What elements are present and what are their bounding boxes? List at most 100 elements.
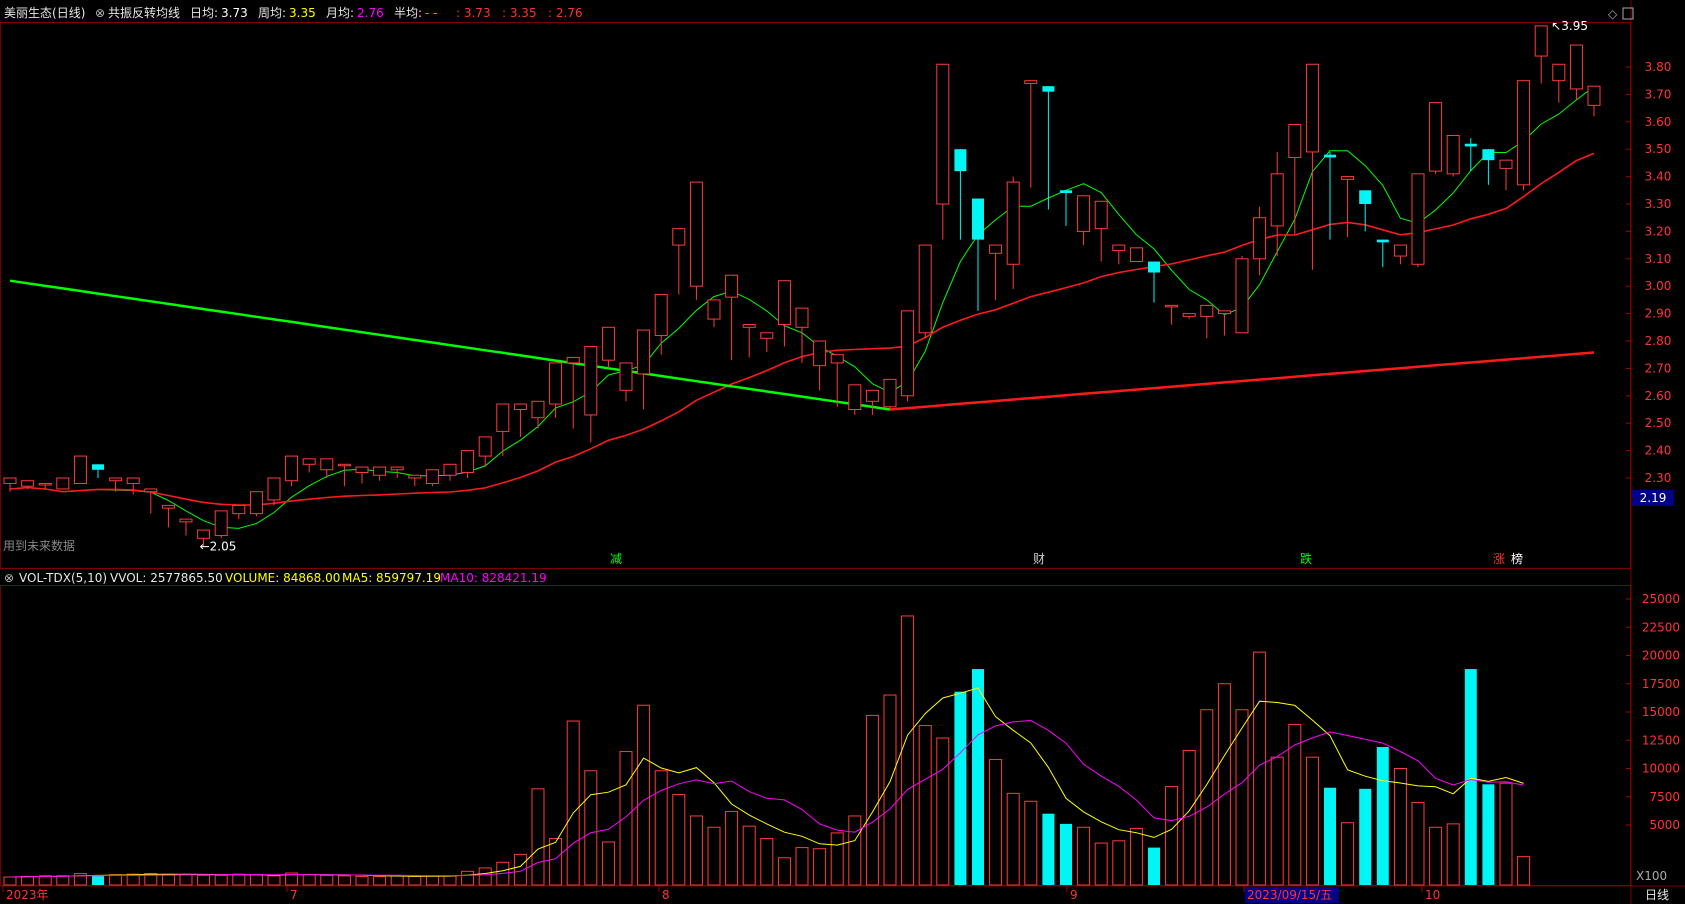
volume-settings-icon[interactable]: ⊗ <box>4 571 14 585</box>
candle-68 <box>1200 304 1214 339</box>
candle-69 <box>1217 310 1231 336</box>
volume-bar-80 <box>1411 801 1425 886</box>
volume-bar-56 <box>989 758 1003 886</box>
candle-56 <box>989 244 1003 300</box>
candle-22 <box>390 466 404 478</box>
period-button[interactable]: 日线 <box>1645 888 1669 902</box>
candle-4 <box>73 455 87 484</box>
candle-39 <box>689 181 703 300</box>
volume-bar-57 <box>1006 792 1020 886</box>
price-axis: 3.80 3.70 3.60 3.50 3.40 3.30 3.20 3.10 3.00 2.90… <box>1626 60 1671 485</box>
volume-bar-65 <box>1148 847 1160 885</box>
candle-77 <box>1359 190 1372 232</box>
candle-28 <box>496 403 510 457</box>
candle-75 <box>1324 151 1336 240</box>
indicator-settings-icon[interactable]: ⊗ <box>95 6 105 20</box>
candle-30 <box>531 400 545 429</box>
volume-bar-6 <box>109 874 123 886</box>
volume-tick-label-0: 25000 <box>1642 592 1680 606</box>
volume-tick-label-4: 15000 <box>1642 705 1680 719</box>
date-label-0: 2023年 <box>6 888 49 902</box>
header-extra-0: : 3.73 <box>456 6 491 20</box>
volume-bar-19 <box>337 875 351 886</box>
candle-48 <box>848 384 862 415</box>
volume-bar-74 <box>1305 756 1319 886</box>
event-label-0[interactable]: 减 <box>610 552 622 566</box>
volume-bar-66 <box>1165 786 1179 886</box>
volume-bar-45 <box>795 847 809 886</box>
volume-bar-23 <box>408 875 422 886</box>
candle-43 <box>760 332 774 352</box>
volume-bar-49 <box>865 714 879 886</box>
price-tick-label-7: 3.10 <box>1645 252 1672 266</box>
candle-36 <box>637 329 651 410</box>
candle-23 <box>408 474 422 487</box>
candle-34 <box>601 326 615 369</box>
volume-bar-84 <box>1482 784 1495 885</box>
toggle-icon[interactable]: ◇ <box>1608 7 1618 21</box>
volume-bar-64 <box>1129 827 1143 886</box>
candle-64 <box>1129 247 1143 263</box>
volume-bar-50 <box>883 694 897 886</box>
volume-bar-13 <box>232 873 246 886</box>
volume-bar-72 <box>1270 756 1284 886</box>
volume-bar-34 <box>601 841 615 886</box>
candle-3 <box>56 477 70 490</box>
volume-bar-51 <box>901 615 915 886</box>
candle-16 <box>285 455 299 487</box>
volume-bar-8 <box>144 873 158 886</box>
candle-27 <box>478 436 492 468</box>
candle-81 <box>1429 102 1443 174</box>
candle-86 <box>1517 80 1531 191</box>
price-tick-label-1: 3.70 <box>1645 87 1672 101</box>
volume-bar-3 <box>56 875 70 886</box>
volume-bar-27 <box>478 867 492 886</box>
candle-72 <box>1270 151 1284 257</box>
candle-46 <box>813 340 827 391</box>
price-tick-label-9: 2.90 <box>1645 307 1672 321</box>
volume-bar-54 <box>954 691 967 885</box>
window-icon[interactable] <box>1622 7 1634 20</box>
price-tick-label-10: 2.80 <box>1645 334 1672 348</box>
candle-24 <box>425 469 439 487</box>
candle-8 <box>144 488 158 514</box>
candle-57 <box>1006 176 1020 289</box>
date-axis: 2023年 7 8 9 2023/09/15/五 10 <box>2 886 1440 903</box>
event-label-1[interactable]: 财 <box>1033 552 1045 566</box>
volume-bar-52 <box>918 725 932 886</box>
high-price-marker: ↖3.95 <box>1551 19 1588 33</box>
event-label-2[interactable]: 跌 <box>1300 551 1312 566</box>
volume-bar-25 <box>443 875 457 886</box>
candlestick-series <box>3 25 1601 547</box>
volume-bar-33 <box>584 770 598 886</box>
date-label-5: 10 <box>1425 888 1440 902</box>
candle-65 <box>1148 261 1160 303</box>
volume-bar-24 <box>425 875 439 886</box>
volume-bar-47 <box>830 832 844 886</box>
candle-33 <box>584 345 598 443</box>
candle-52 <box>918 244 932 339</box>
volume-bar-58 <box>1024 800 1038 886</box>
volume-bar-31 <box>549 838 563 886</box>
volume-bar-36 <box>637 704 651 886</box>
volume-tick-label-2: 20000 <box>1642 649 1680 663</box>
candle-79 <box>1393 244 1407 265</box>
candle-62 <box>1094 200 1108 262</box>
ma-line-long-red <box>889 351 1595 411</box>
date-label-3: 9 <box>1070 888 1078 902</box>
volume-bar-1 <box>21 875 35 886</box>
volume-bar-46 <box>813 848 827 886</box>
candle-41 <box>725 274 739 361</box>
event-label-3[interactable]: 涨 <box>1493 551 1505 566</box>
event-label-4[interactable]: 榜 <box>1511 551 1523 566</box>
header-label-3: 半均: <box>394 6 422 20</box>
volume-unit: X100 <box>1636 869 1667 883</box>
candle-66 <box>1165 304 1179 325</box>
volume-bar-2 <box>38 875 52 886</box>
volume-bar-83 <box>1464 669 1477 885</box>
candle-47 <box>830 354 844 407</box>
current-price-tag <box>1632 490 1674 506</box>
volume-bar-41 <box>725 810 739 886</box>
candle-42 <box>742 324 756 358</box>
volume-bar-21 <box>373 875 387 886</box>
